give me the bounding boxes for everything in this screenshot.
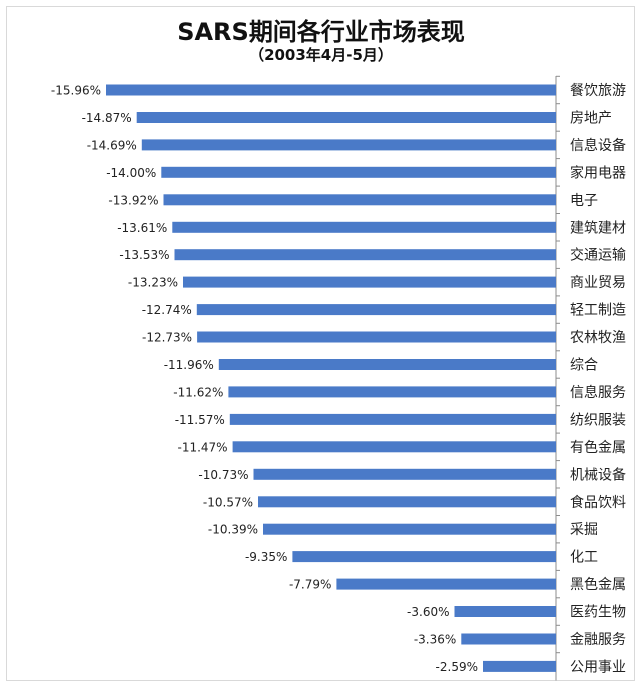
data-label: -11.96% [164,358,214,372]
bar [136,112,556,123]
chart-frame [6,6,635,681]
data-label: -10.73% [198,468,248,482]
data-label: -3.36% [414,633,456,647]
category-label: 商业贸易 [570,275,626,291]
data-label: -14.00% [106,166,156,180]
data-label: -14.87% [82,111,132,125]
category-label: 信息设备 [570,137,626,154]
bar [196,304,557,316]
category-label: 建筑建材 [570,220,626,236]
data-label: -12.73% [142,331,192,345]
category-label: 电子 [570,193,598,209]
category-label: 有色金属 [570,439,626,456]
category-label: 房地产 [570,111,612,127]
bar [218,359,557,370]
data-label: -3.60% [407,605,449,619]
data-label: -11.57% [175,413,225,427]
bar [106,84,556,96]
bar [172,221,557,233]
bar [197,331,556,343]
bar [163,194,556,206]
bar [229,413,557,425]
category-label: 黑色金属 [570,576,626,593]
data-label: -13.61% [117,221,167,235]
bar [232,441,556,453]
category-label: 综合 [570,358,598,374]
category-label: 纺织服装 [570,412,626,428]
data-label: -10.57% [203,495,253,509]
data-label: -7.79% [289,578,331,592]
category-label: 餐饮旅游 [570,83,626,99]
category-label: 采掘 [570,522,598,538]
chart-title: SARS期间各行业市场表现 [177,18,465,46]
data-label: -12.74% [142,303,192,317]
bar [258,496,556,508]
category-label: 轻工制造 [570,303,626,319]
data-label: -11.62% [173,385,223,399]
category-label: 金融服务 [570,632,626,648]
category-label: 家用电器 [570,164,626,181]
data-label: -15.96% [51,84,101,98]
data-label: -11.47% [178,440,228,454]
data-label: -13.53% [119,248,169,262]
bar [263,523,556,535]
bar [174,249,556,261]
category-label: 食品饮料 [570,494,626,511]
category-label: 机械设备 [570,466,626,483]
bar [461,633,556,645]
data-label: -13.23% [128,276,178,290]
chart-subtitle: （2003年4月-5月） [249,46,393,64]
bar [292,551,556,563]
category-label: 公用事业 [570,659,626,675]
data-label: -13.92% [108,193,158,207]
bar [253,468,556,480]
category-label: 医药生物 [570,605,626,621]
data-label: -10.39% [208,523,258,537]
data-label: -2.59% [436,660,478,674]
data-label: -9.35% [245,550,287,564]
bar [183,276,556,288]
category-label: 信息服务 [570,384,626,401]
bar [483,660,556,672]
data-label: -14.69% [87,138,137,152]
category-label: 交通运输 [570,247,626,264]
bar [454,606,556,617]
bar [336,578,556,590]
bar [161,166,557,178]
bar [141,139,557,151]
category-label: 农林牧渔 [570,330,626,346]
bar [228,386,556,398]
category-label: 化工 [570,550,598,566]
